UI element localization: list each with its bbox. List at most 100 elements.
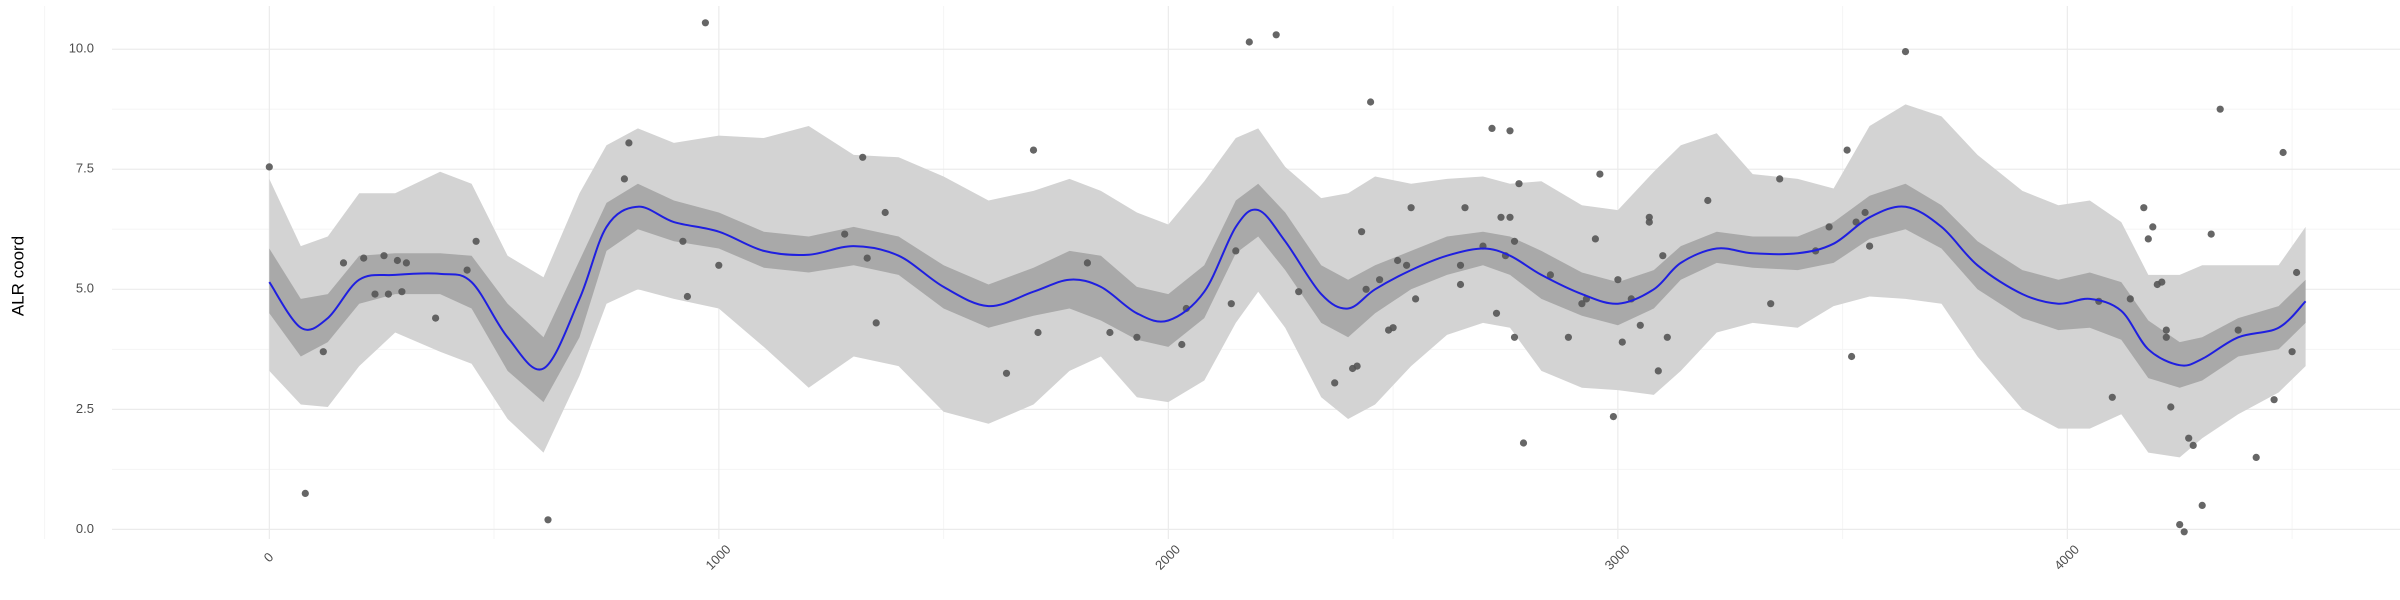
data-point xyxy=(715,261,723,269)
data-point xyxy=(1843,146,1851,154)
data-point xyxy=(2158,278,2166,286)
data-point xyxy=(1083,259,1091,267)
data-point xyxy=(1591,235,1599,243)
data-point xyxy=(1461,204,1469,212)
data-point xyxy=(2216,105,2224,113)
data-point xyxy=(1861,208,1869,217)
data-point xyxy=(1636,321,1644,329)
data-point xyxy=(2279,148,2287,157)
data-point xyxy=(1852,218,1860,226)
data-point xyxy=(1704,196,1712,205)
data-point xyxy=(1497,213,1505,221)
data-point xyxy=(1506,213,1514,221)
data-point xyxy=(701,19,710,27)
data-point xyxy=(2176,521,2184,529)
data-point xyxy=(679,237,687,245)
data-point xyxy=(1034,328,1042,337)
data-point xyxy=(1002,369,1011,377)
data-point xyxy=(859,153,867,161)
data-point xyxy=(1776,175,1784,183)
y-axis-title: ALR coord xyxy=(8,236,27,316)
data-point xyxy=(402,259,410,267)
data-point xyxy=(2140,204,2148,212)
data-point xyxy=(872,319,880,327)
data-point xyxy=(1412,295,1420,303)
data-point xyxy=(265,163,273,171)
data-point xyxy=(1609,413,1617,421)
y-tick-label: 7.5 xyxy=(76,161,94,176)
outer-confidence-band xyxy=(269,104,2306,458)
data-point xyxy=(2108,393,2116,401)
data-point xyxy=(1825,223,1833,231)
x-tick-label: 2000 xyxy=(1152,542,1183,573)
data-point xyxy=(319,348,327,356)
data-point xyxy=(1403,261,1411,269)
data-point xyxy=(2207,230,2215,238)
data-point xyxy=(339,259,348,267)
x-axis-ticks: 0 1000 2000 3000 4000 xyxy=(261,542,2082,573)
data-point xyxy=(1394,256,1402,265)
data-point xyxy=(1866,242,1874,250)
x-tick-label: 0 xyxy=(261,549,277,565)
data-point xyxy=(1178,340,1186,349)
data-point xyxy=(1488,124,1496,132)
data-point xyxy=(841,230,849,238)
data-point xyxy=(620,175,629,183)
data-point xyxy=(2162,333,2170,341)
data-point xyxy=(1901,48,1910,56)
data-point xyxy=(2234,326,2242,334)
data-point xyxy=(1331,379,1339,387)
data-point xyxy=(1367,98,1375,106)
y-tick-label: 2.5 xyxy=(76,401,94,416)
data-point xyxy=(1848,352,1856,361)
data-point xyxy=(1614,276,1622,284)
data-point xyxy=(1578,300,1586,308)
data-point xyxy=(1506,127,1514,135)
data-point xyxy=(2185,434,2193,442)
data-point xyxy=(1407,204,1415,212)
data-point xyxy=(2126,295,2134,303)
y-tick-label: 10.0 xyxy=(69,41,94,56)
data-point xyxy=(544,516,552,524)
data-point xyxy=(1546,271,1554,279)
data-point xyxy=(1029,146,1038,154)
data-points xyxy=(265,19,2301,536)
data-point xyxy=(1618,338,1626,346)
fit-line xyxy=(268,205,2307,371)
data-point xyxy=(1663,333,1671,341)
data-point xyxy=(380,252,388,260)
data-point xyxy=(1519,439,1528,447)
data-point xyxy=(393,256,401,265)
data-point xyxy=(1510,333,1519,341)
data-point xyxy=(683,292,692,301)
data-point xyxy=(371,290,379,298)
data-point xyxy=(2293,268,2301,277)
data-point xyxy=(1654,367,1662,375)
data-point xyxy=(1564,333,1572,341)
data-point xyxy=(1295,288,1303,296)
data-point xyxy=(472,237,480,245)
data-point xyxy=(1245,38,1253,46)
data-point xyxy=(463,266,471,274)
data-point xyxy=(1389,324,1397,332)
data-point xyxy=(2288,348,2296,356)
data-point xyxy=(625,139,633,147)
data-point xyxy=(384,290,392,298)
y-tick-label: 0.0 xyxy=(76,521,94,536)
data-point xyxy=(360,254,368,262)
data-point xyxy=(1659,252,1667,260)
data-point xyxy=(2270,396,2278,404)
data-point xyxy=(398,288,406,296)
x-tick-label: 1000 xyxy=(703,542,734,573)
data-point xyxy=(1515,180,1523,188)
data-point xyxy=(1106,328,1114,337)
data-point xyxy=(1272,31,1280,39)
data-point xyxy=(2144,235,2152,243)
data-point xyxy=(863,254,871,262)
x-tick-label: 3000 xyxy=(1602,542,1633,573)
data-point xyxy=(301,489,309,497)
data-point xyxy=(1232,247,1240,255)
data-point xyxy=(1456,280,1465,289)
data-point xyxy=(2198,501,2206,509)
